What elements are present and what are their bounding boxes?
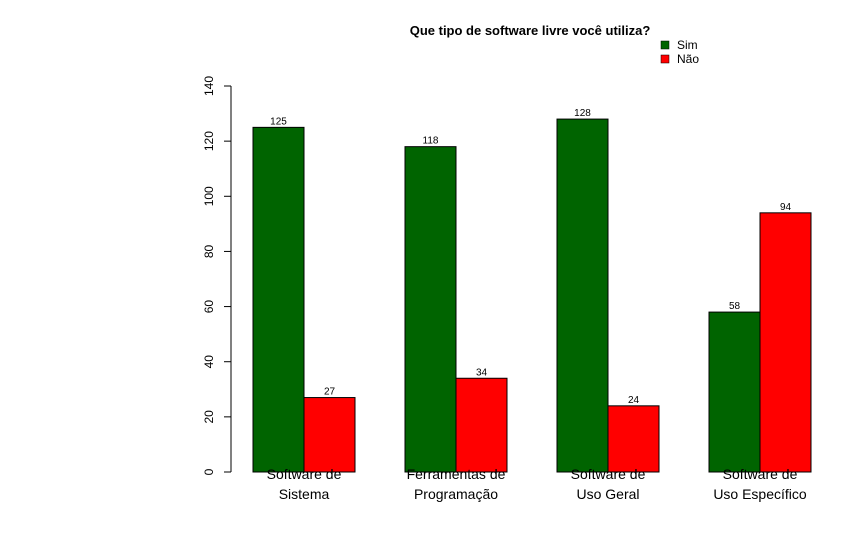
bar xyxy=(252,126,305,473)
category-label: Sistema xyxy=(279,486,330,502)
category-label: Software de xyxy=(267,466,342,482)
y-tick-label: 120 xyxy=(202,131,216,151)
data-label: 58 xyxy=(729,301,741,312)
y-tick-label: 20 xyxy=(202,410,216,424)
chart-title: Que tipo de software livre você utiliza? xyxy=(410,23,651,38)
bar xyxy=(404,146,457,473)
category-label: Software de xyxy=(571,466,646,482)
y-axis: 0 20 40 60 80 100 120 140 xyxy=(202,76,232,475)
category-labels: Software de Sistema Ferramentas de Programa… xyxy=(267,466,807,502)
y-tick-label: 140 xyxy=(202,76,216,96)
data-label: 128 xyxy=(574,108,591,119)
legend-swatch xyxy=(660,40,670,50)
category-label: Software de xyxy=(723,466,798,482)
category-label: Ferramentas de xyxy=(407,466,506,482)
category-label: Uso Geral xyxy=(576,486,639,502)
data-label: 24 xyxy=(628,395,640,406)
y-tick-label: 100 xyxy=(202,186,216,206)
y-tick-label: 0 xyxy=(202,468,216,475)
y-tick-label: 80 xyxy=(202,244,216,258)
bar xyxy=(455,377,508,473)
bars: 125 118 128 58 27 34 24 94 xyxy=(252,108,812,473)
bar xyxy=(708,311,761,473)
legend-label: Não xyxy=(677,52,699,66)
y-tick-label: 60 xyxy=(202,300,216,314)
y-tick-label: 40 xyxy=(202,355,216,369)
data-label: 94 xyxy=(780,202,792,213)
legend-label: Sim xyxy=(677,38,698,52)
category-label: Uso Específico xyxy=(713,486,807,502)
data-label: 27 xyxy=(324,387,336,398)
bar xyxy=(607,405,660,473)
legend-swatch xyxy=(660,54,670,64)
data-label: 34 xyxy=(476,367,488,378)
category-label: Programação xyxy=(414,486,498,502)
bar xyxy=(759,212,812,473)
bar xyxy=(556,118,609,473)
data-label: 118 xyxy=(423,136,439,147)
data-label: 125 xyxy=(270,116,287,127)
bar xyxy=(303,397,356,473)
